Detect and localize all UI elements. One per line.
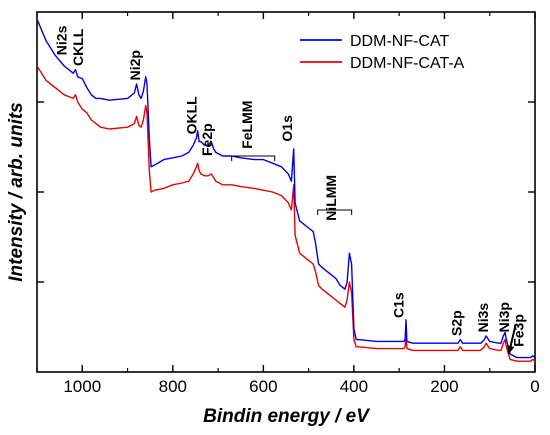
peak-label-fe2p: Fe2p bbox=[199, 123, 215, 156]
x-tick-label: 0 bbox=[530, 377, 539, 396]
x-tick-label: 600 bbox=[249, 377, 277, 396]
legend-label: DDM-NF-CAT bbox=[350, 33, 449, 50]
y-axis-label: Intensity / arb. units bbox=[6, 102, 27, 281]
peak-label-ni2s: Ni2s bbox=[53, 25, 69, 55]
series-line-ddm-nf-cat-a bbox=[36, 65, 536, 362]
peak-label-nilmm: NiLMM bbox=[323, 175, 339, 221]
legend-label: DDM-NF-CAT-A bbox=[350, 55, 465, 72]
peak-label-s2p: S2p bbox=[449, 310, 465, 336]
legend: DDM-NF-CAT DDM-NF-CAT-A bbox=[300, 33, 465, 72]
x-axis-label: Bindin energy / eV bbox=[203, 406, 370, 427]
peak-label-ckll: CKLL bbox=[70, 28, 86, 66]
peak-label-c1s: C1s bbox=[390, 292, 406, 318]
peak-label-felmm: FeLMM bbox=[239, 101, 255, 149]
series-layer bbox=[36, 18, 536, 362]
peak-label-o1s: O1s bbox=[279, 115, 295, 142]
axes-layer: 1000 800 600 400 200 0 bbox=[36, 12, 540, 396]
x-tick-label: 200 bbox=[430, 377, 458, 396]
range-bracket bbox=[231, 155, 276, 161]
peak-label-ni2p: Ni2p bbox=[127, 50, 143, 80]
peak-label-fe3p: Fe3p bbox=[511, 314, 527, 347]
peak-label-okll: OKLL bbox=[183, 96, 199, 135]
range-bracket bbox=[317, 209, 353, 215]
x-tick-label: 400 bbox=[340, 377, 368, 396]
x-tick-label: 1000 bbox=[63, 377, 101, 396]
series-line-ddm-nf-cat bbox=[36, 18, 536, 359]
peak-label-ni3s: Ni3s bbox=[475, 303, 491, 333]
peak-label-ni3p: Ni3p bbox=[496, 302, 512, 332]
x-tick-label: 800 bbox=[159, 377, 187, 396]
arrow-head-icon bbox=[506, 345, 515, 354]
